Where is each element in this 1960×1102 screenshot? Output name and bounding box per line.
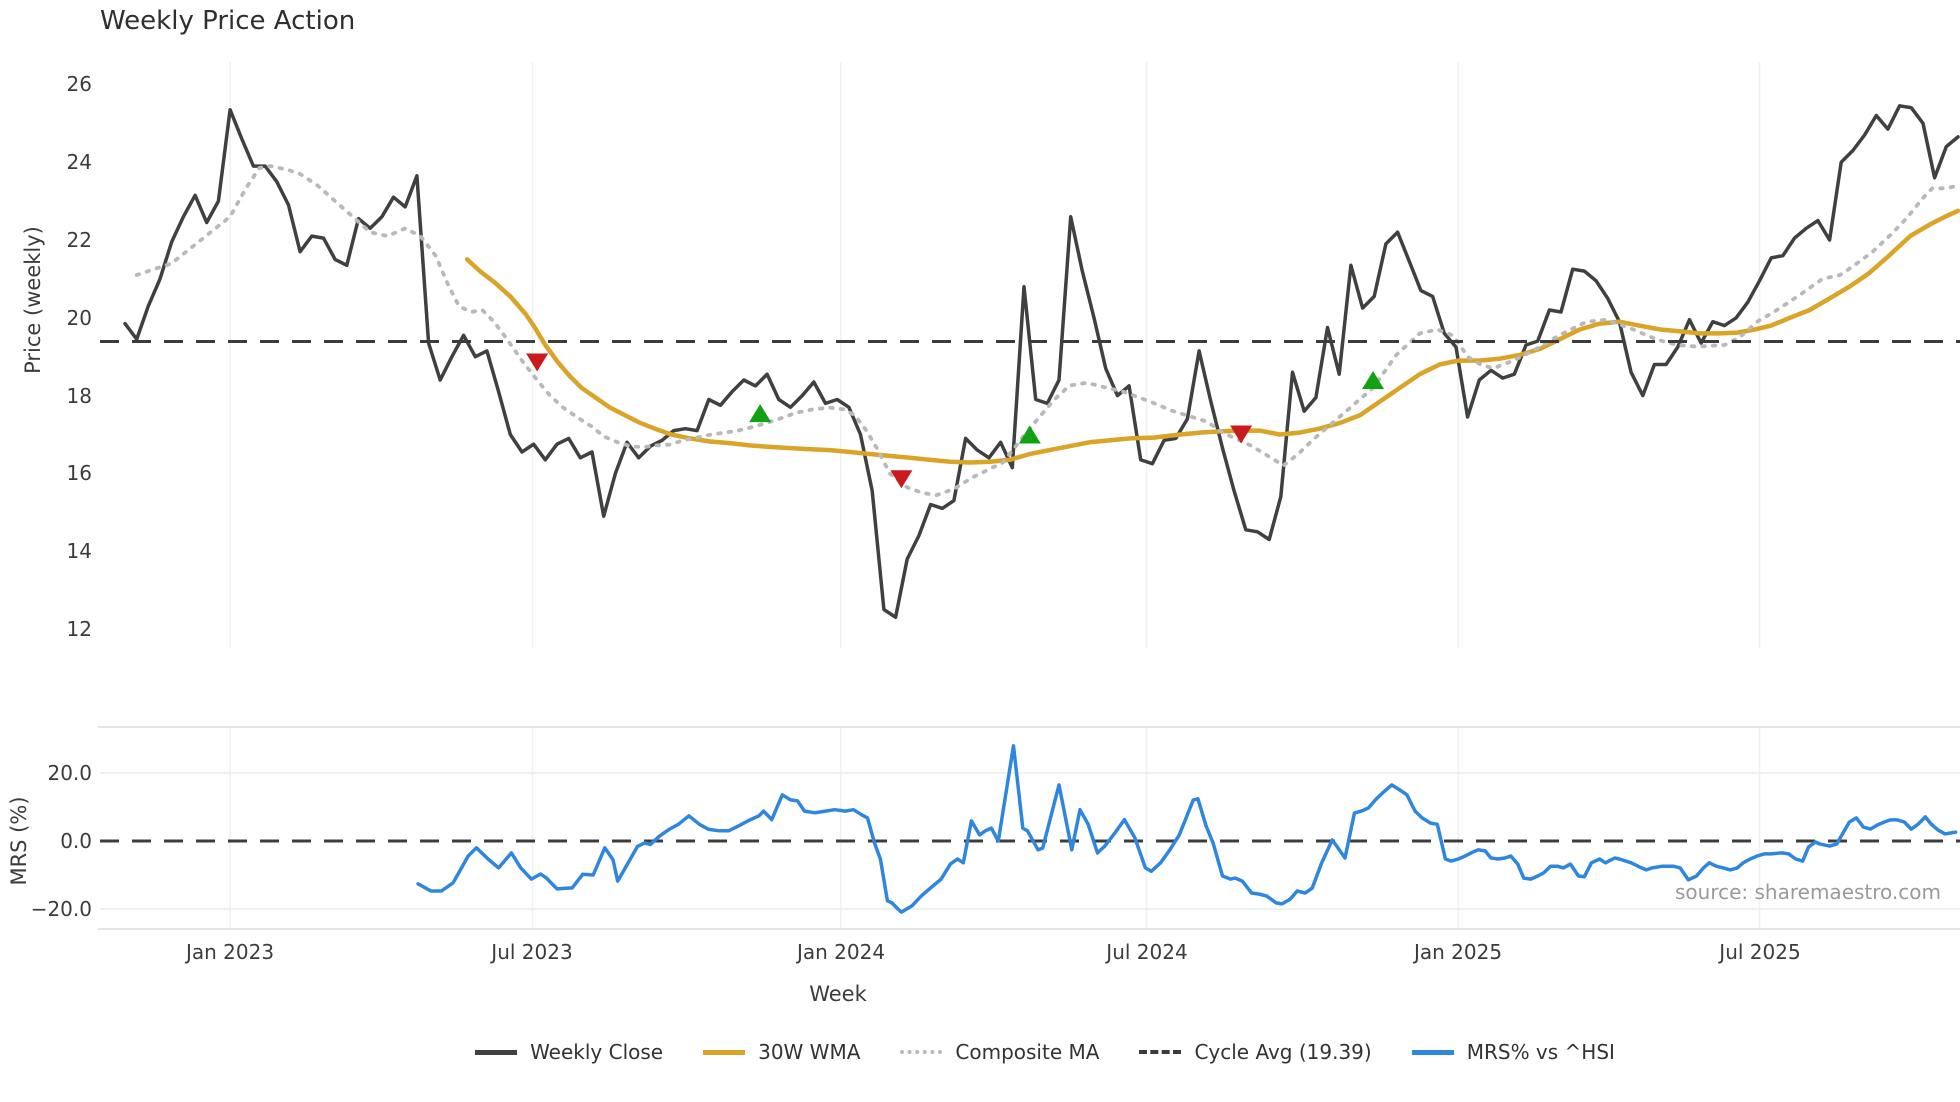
triangle-down-marker	[526, 353, 549, 372]
legend-label: Cycle Avg (19.39)	[1194, 1040, 1372, 1064]
x-tick-label: Jan 2025	[1413, 940, 1503, 964]
triangle-down-marker	[890, 470, 913, 489]
legend-item-30w-wma: 30W WMA	[703, 1040, 860, 1064]
price-tick-label: 12	[66, 617, 92, 641]
price-tick-label: 26	[66, 72, 92, 96]
mrs-tick-label: 0.0	[60, 829, 92, 853]
x-tick-label: Jul 2025	[1719, 940, 1801, 964]
mrs-vs-hsi-line	[416, 744, 1958, 914]
price-tick-label: 18	[66, 384, 92, 408]
weekly-close-line	[123, 104, 1960, 620]
30w-wma-line	[464, 208, 1960, 465]
price-tick-label: 16	[66, 461, 92, 485]
mrs-tick-label: 20.0	[47, 761, 92, 785]
legend-label: 30W WMA	[758, 1040, 861, 1064]
page-title: Weekly Price Action	[100, 6, 356, 36]
triangle-up-marker	[749, 404, 772, 423]
legend-item-weekly-close: Weekly Close	[475, 1040, 663, 1064]
legend-item-mrs-vs-hsi: MRS% vs ^HSI	[1411, 1040, 1615, 1064]
x-tick-label: Jul 2023	[491, 940, 573, 964]
triangle-up-marker	[1362, 371, 1385, 390]
legend: Weekly Close 30W WMA Composite MA Cycle Avg…	[130, 1040, 1960, 1064]
legend-swatch-weekly-close	[475, 1049, 518, 1055]
composite-ma-line	[134, 164, 1960, 498]
legend-swatch-wma	[703, 1049, 746, 1055]
price-tick-label: 22	[66, 228, 92, 252]
price-tick-label: 20	[66, 306, 92, 330]
legend-item-cycle-avg-19-39-: Cycle Avg (19.39)	[1139, 1040, 1372, 1064]
x-tick-label: Jul 2024	[1106, 940, 1188, 964]
triangle-up-marker	[1018, 425, 1041, 444]
week-axis-label: Week	[809, 982, 867, 1006]
legend-item-composite-ma: Composite MA	[900, 1040, 1099, 1064]
x-tick-label: Jan 2023	[185, 940, 275, 964]
legend-label: Weekly Close	[530, 1040, 664, 1064]
x-tick-label: Jan 2024	[796, 940, 886, 964]
legend-label: Composite MA	[955, 1040, 1100, 1064]
legend-swatch-composite	[900, 1050, 943, 1054]
legend-label: MRS% vs ^HSI	[1466, 1040, 1615, 1064]
legend-swatch-cycle-avg	[1139, 1050, 1182, 1054]
triangle-down-marker	[1230, 425, 1253, 444]
mrs-tick-label: −20.0	[30, 897, 92, 921]
source-watermark: source: sharemaestro.com	[1675, 880, 1941, 904]
price-tick-label: 24	[66, 150, 92, 174]
price-tick-label: 14	[66, 539, 92, 563]
legend-swatch-mrs	[1411, 1049, 1454, 1055]
